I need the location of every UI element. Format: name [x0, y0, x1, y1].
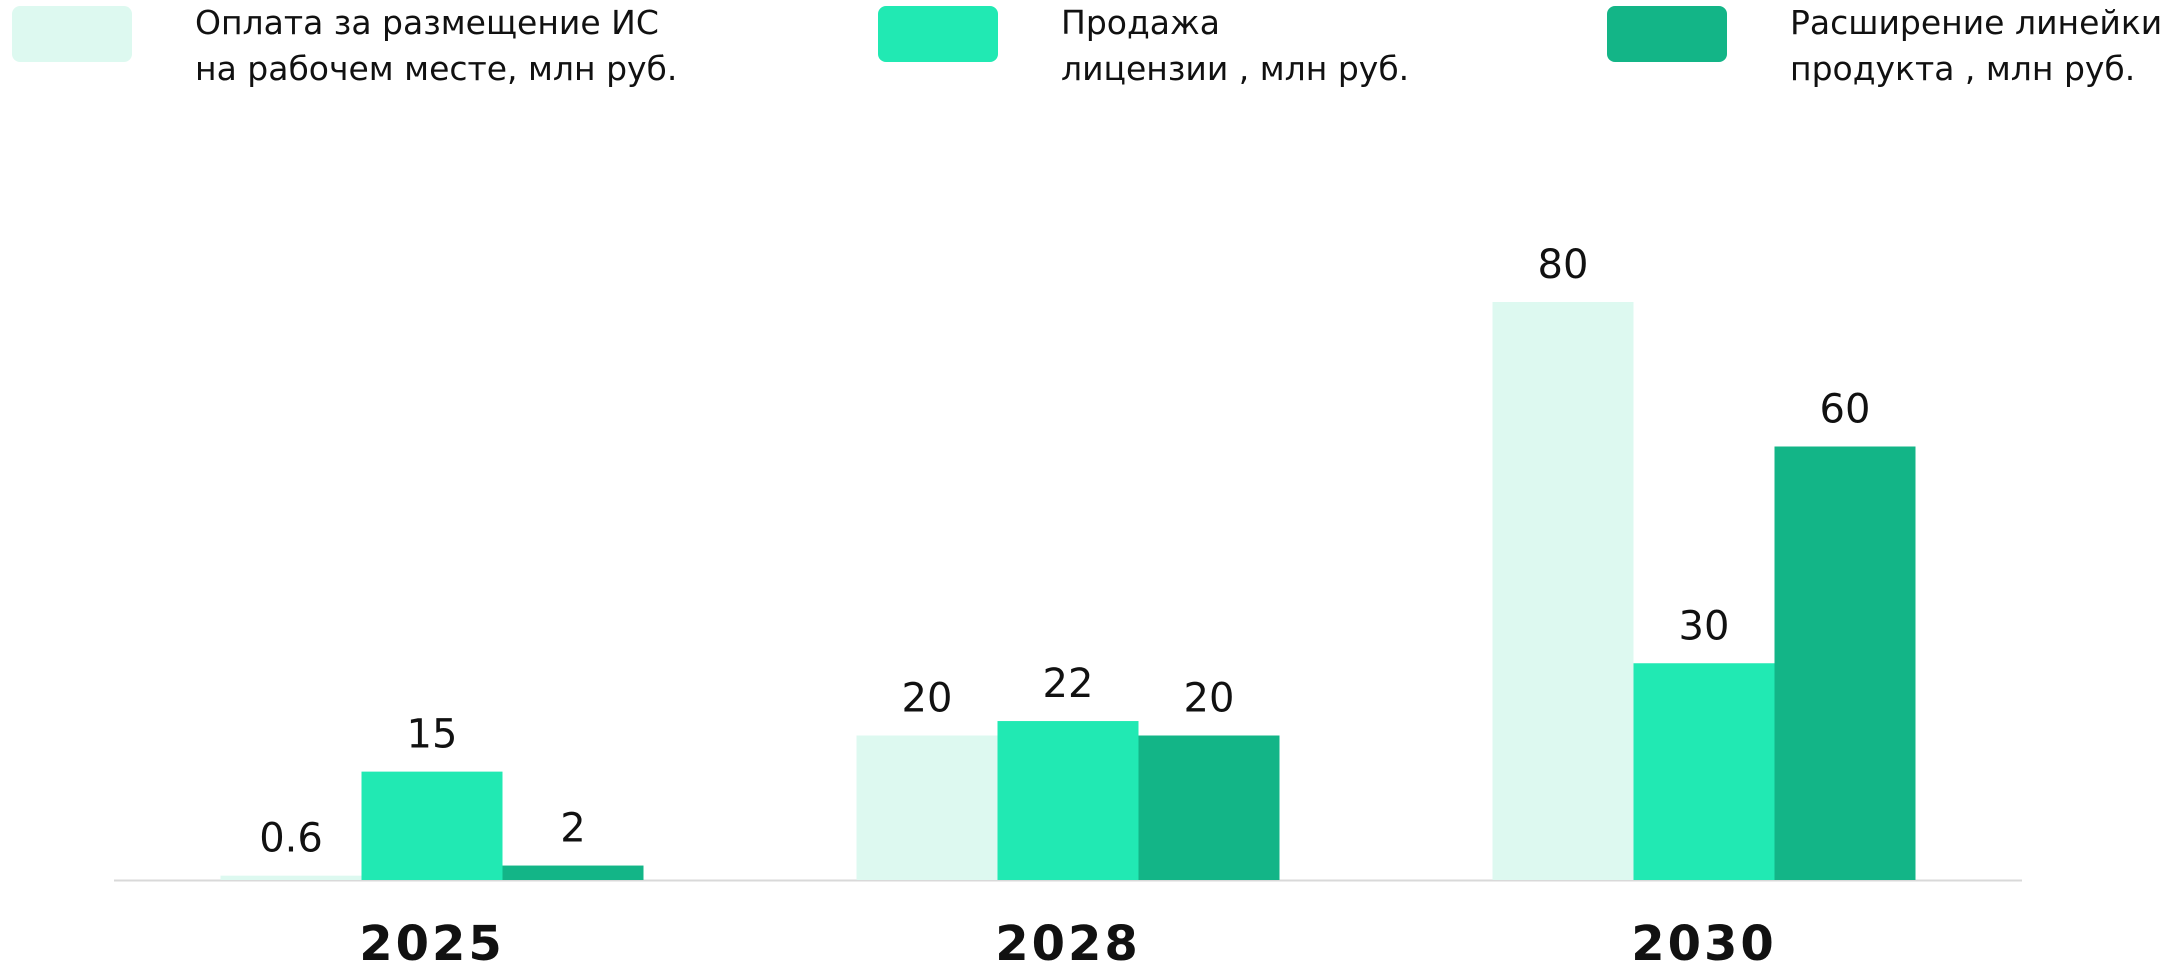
bar-2025-series-2 [361, 771, 503, 880]
bar-2030-series-2 [1633, 663, 1775, 880]
bar-2028-series-3 [1138, 735, 1280, 880]
legend-label-line: Расширение линейки [1790, 3, 2163, 42]
data-label-2030-series-1: 80 [1538, 242, 1589, 288]
legend-label-line: Продажа [1061, 3, 1220, 42]
bar-2025-series-1 [220, 875, 362, 880]
bar-2028-series-2 [997, 721, 1139, 880]
bar-2030-series-1 [1492, 302, 1634, 880]
category-label-2028: 2028 [995, 916, 1141, 964]
legend-swatch-product-line [1607, 6, 1727, 62]
legend-label-ip-placement: Оплата за размещение ИС на рабочем месте… [195, 0, 677, 92]
data-label-2030-series-3: 60 [1820, 387, 1871, 433]
legend-label-line: на рабочем месте, млн руб. [195, 49, 678, 88]
data-label-2028-series-1: 20 [902, 676, 953, 722]
category-label-2025: 2025 [359, 916, 505, 964]
bar-2028-series-1 [856, 735, 998, 880]
bar-2025-series-3 [502, 865, 644, 880]
data-label-2028-series-3: 20 [1184, 676, 1235, 722]
bar-2030-series-3 [1774, 446, 1916, 880]
data-label-2025-series-2: 15 [407, 712, 458, 758]
legend-label-license-sales: Продажа лицензии , млн руб. [1061, 0, 1409, 92]
data-label-2030-series-2: 30 [1679, 603, 1730, 649]
legend-swatch-ip-placement [12, 6, 132, 62]
data-label-2025-series-3: 2 [560, 806, 585, 852]
chart-legend: Оплата за размещение ИС на рабочем месте… [0, 0, 2180, 130]
data-label-2025-series-1: 0.6 [259, 816, 323, 862]
legend-swatch-license-sales [878, 6, 998, 62]
legend-label-product-line: Расширение линейки продукта , млн руб. [1790, 0, 2162, 92]
legend-label-line: лицензии , млн руб. [1061, 49, 1410, 88]
legend-label-line: продукта , млн руб. [1790, 49, 2136, 88]
category-label-2030: 2030 [1631, 916, 1777, 964]
legend-label-line: Оплата за размещение ИС [195, 3, 659, 42]
data-label-2028-series-2: 22 [1043, 661, 1094, 707]
